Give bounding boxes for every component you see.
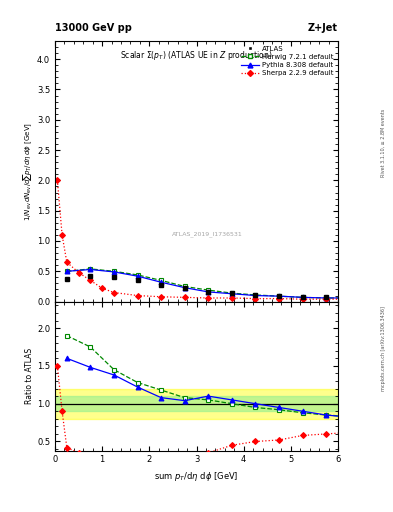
Y-axis label: $1/N_\mathrm{ev}\,dN_\mathrm{ev}/d\!\sum\! p_T/d\eta\,d\phi$ [GeV]: $1/N_\mathrm{ev}\,dN_\mathrm{ev}/d\!\sum… [21, 122, 34, 221]
Y-axis label: Ratio to ATLAS: Ratio to ATLAS [25, 348, 34, 404]
Text: 13000 GeV pp: 13000 GeV pp [55, 23, 132, 33]
Text: Rivet 3.1.10, ≥ 2.8M events: Rivet 3.1.10, ≥ 2.8M events [381, 109, 386, 178]
Bar [55, 396, 338, 411]
Text: mcplots.cern.ch [arXiv:1306.3436]: mcplots.cern.ch [arXiv:1306.3436] [381, 306, 386, 391]
Bar [55, 389, 338, 419]
Text: Scalar $\Sigma(p_T)$ (ATLAS UE in $Z$ production): Scalar $\Sigma(p_T)$ (ATLAS UE in $Z$ pr… [120, 49, 273, 62]
X-axis label: sum $p_T$/d$\eta$ d$\phi$ [GeV]: sum $p_T$/d$\eta$ d$\phi$ [GeV] [154, 470, 239, 483]
Text: ATLAS_2019_I1736531: ATLAS_2019_I1736531 [173, 231, 243, 237]
Legend: ATLAS, Herwig 7.2.1 default, Pythia 8.308 default, Sherpa 2.2.9 default: ATLAS, Herwig 7.2.1 default, Pythia 8.30… [240, 45, 334, 77]
Text: Z+Jet: Z+Jet [308, 23, 338, 33]
